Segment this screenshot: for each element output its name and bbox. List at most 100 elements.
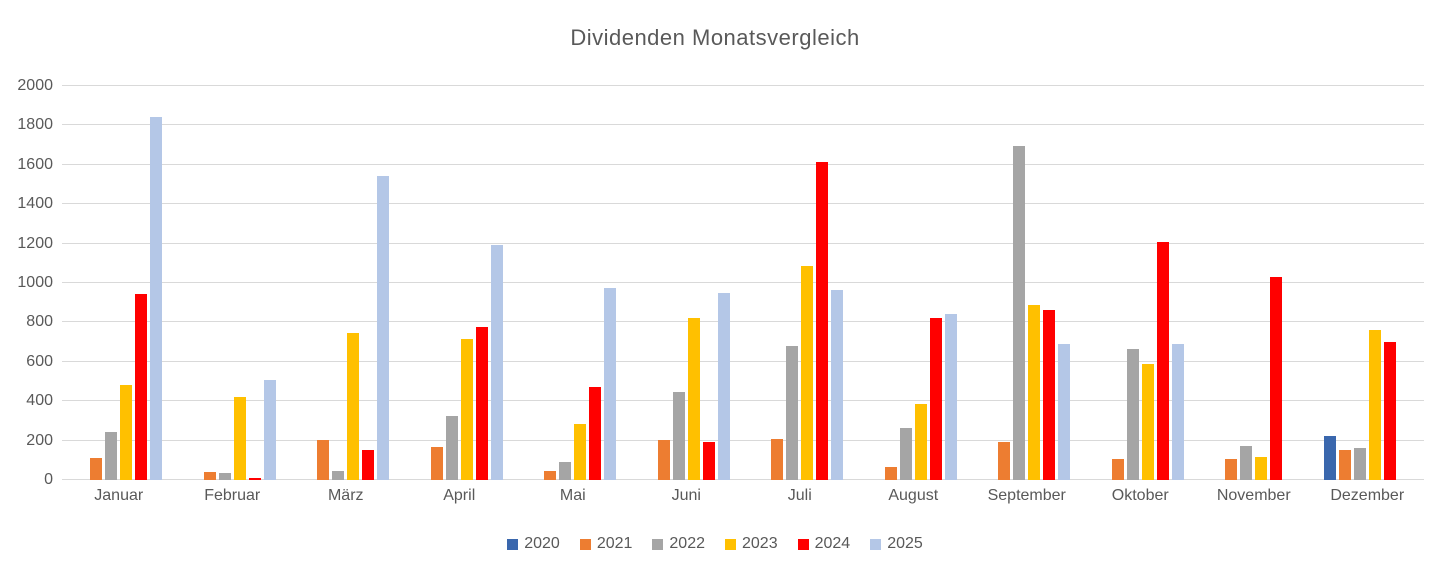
x-tick-oktober: Oktober (1111, 487, 1169, 504)
x-tick-april: April (443, 487, 476, 504)
bar-2025-oktober (1171, 344, 1184, 480)
gridline-1600 (62, 163, 1424, 165)
y-tick-2000: 2000 (17, 77, 53, 94)
bar-group-juni (630, 86, 744, 480)
bar-2022-august (899, 427, 912, 480)
gridline-600 (62, 360, 1424, 362)
legend-item-2025: 2025 (870, 535, 923, 553)
bar-2024-märz (362, 450, 375, 480)
x-tick-mai: Mai (559, 487, 586, 504)
bar-2023-februar (233, 397, 246, 480)
legend-swatch-2022 (652, 538, 664, 550)
bar-2020-dezember (1323, 435, 1336, 480)
bar-2025-februar (263, 379, 276, 480)
legend-item-2021: 2021 (579, 535, 633, 553)
bar-2023-märz (347, 333, 360, 480)
bar-2023-september (1028, 304, 1041, 480)
bar-group-januar (62, 86, 176, 480)
bar-2022-februar (218, 473, 231, 480)
bar-2022-september (1013, 146, 1026, 480)
bar-2023-april (460, 339, 473, 480)
bar-2022-januar (105, 431, 118, 480)
gridline-800 (62, 321, 1424, 323)
gridline-400 (62, 400, 1424, 402)
bar-group-februar (176, 86, 290, 480)
y-tick-1800: 1800 (17, 116, 53, 134)
legend-swatch-2020 (507, 538, 519, 550)
gridline-2000 (62, 85, 1424, 86)
x-tick-dezember: Dezember (1330, 487, 1405, 504)
bar-2025-juli (831, 289, 844, 480)
bar-2024-januar (135, 293, 148, 480)
y-tick-800: 800 (26, 313, 53, 331)
y-tick-200: 200 (26, 431, 53, 449)
legend-swatch-2025 (870, 538, 882, 550)
bar-2021-august (884, 467, 897, 480)
bar-2023-august (914, 404, 927, 480)
x-tick-juli: Juli (787, 487, 812, 504)
bar-2021-februar (203, 472, 216, 480)
bar-2023-oktober (1141, 363, 1154, 480)
bar-2021-mai (544, 471, 557, 480)
bar-2024-november (1270, 277, 1283, 480)
legend-item-2024: 2024 (797, 535, 851, 553)
bar-2021-oktober (1111, 459, 1124, 480)
legend-label-2025: 2025 (887, 535, 923, 552)
plot-area: 0 200 400 600 800 1000 1200 1400 1600 1800 2000 Ja… (17, 77, 1424, 504)
y-tick-1400: 1400 (17, 195, 53, 213)
bar-2024-april (475, 327, 488, 480)
chart-title: Dividenden Monatsvergleich (570, 25, 860, 50)
bar-2024-august (929, 318, 942, 480)
y-tick-0: 0 (44, 471, 53, 488)
bar-group-dezember (1311, 86, 1425, 480)
bar-2022-november (1240, 445, 1253, 480)
bar-group-juli (743, 86, 857, 480)
legend-label-2021: 2021 (596, 535, 633, 552)
legend-item-2022: 2022 (652, 535, 705, 553)
bar-2021-november (1225, 459, 1238, 480)
x-tick-februar: Februar (204, 487, 261, 504)
bar-2021-juli (771, 438, 784, 480)
bar-2023-dezember (1368, 330, 1381, 480)
gridline-1400 (62, 203, 1424, 205)
x-tick-september: September (987, 487, 1066, 504)
y-tick-1600: 1600 (17, 155, 53, 173)
legend-swatch-2024 (797, 538, 809, 550)
gridline-200 (62, 439, 1424, 441)
bar-group-november (1197, 86, 1311, 480)
gridline-1800 (62, 124, 1424, 126)
bar-2025-september (1058, 344, 1071, 480)
x-tick-juni: Juni (671, 487, 701, 504)
bar-group-mai (516, 86, 630, 480)
bar-2025-august (944, 313, 957, 480)
gridline-1200 (62, 242, 1424, 244)
bar-2022-juni (672, 392, 685, 480)
gridline-1000 (62, 282, 1424, 283)
x-tick-märz: März (327, 487, 364, 504)
y-tick-1000: 1000 (17, 274, 53, 291)
bar-2024-september (1043, 309, 1056, 480)
bar-2021-juni (657, 439, 670, 480)
bar-2023-mai (574, 423, 587, 480)
legend-swatch-2023 (725, 538, 736, 550)
x-tick-august: August (888, 487, 939, 504)
bar-2023-juni (687, 318, 700, 480)
bar-group-april (403, 86, 517, 480)
bar-groups (62, 86, 1424, 480)
x-tick-januar: Januar (94, 487, 144, 504)
bar-2024-dezember (1383, 342, 1396, 480)
bar-2021-april (430, 446, 443, 480)
bar-2021-januar (90, 458, 103, 480)
legend-item-2023: 2023 (725, 535, 778, 553)
y-tick-400: 400 (26, 392, 53, 410)
bar-group-august (857, 86, 971, 480)
bar-2022-dezember (1353, 447, 1366, 480)
bar-2025-januar (150, 116, 163, 480)
bar-2025-märz (377, 175, 390, 480)
bar-2023-januar (120, 385, 133, 480)
legend-label-2024: 2024 (814, 535, 851, 552)
bar-2021-märz (317, 439, 330, 480)
legend: 2020 2021 2022 2023 2024 2025 (0, 535, 1430, 553)
legend-label-2022: 2022 (669, 535, 705, 552)
